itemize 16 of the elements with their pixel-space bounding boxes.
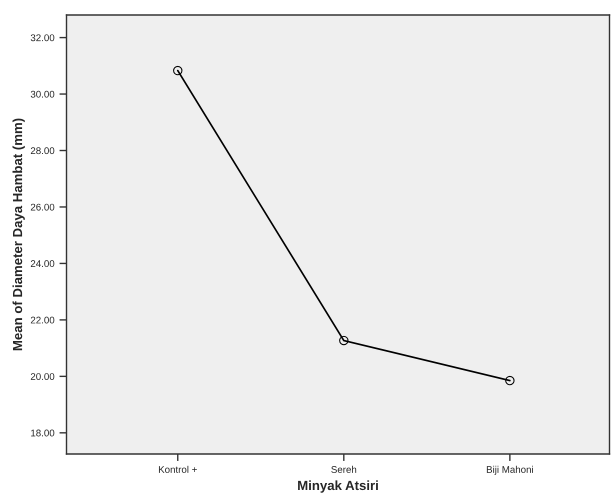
y-tick-label: 26.00 bbox=[30, 204, 54, 211]
point bbox=[505, 376, 515, 386]
y-tick-label: 24.00 bbox=[30, 260, 54, 268]
y-tick-label: 22.00 bbox=[30, 316, 54, 324]
x-tick-label: Sereh bbox=[331, 466, 356, 473]
x-tick-label: Biji Mahoni bbox=[486, 466, 533, 475]
y-tick-label: 32.00 bbox=[30, 34, 54, 42]
y-tick-label: 20.00 bbox=[30, 373, 54, 380]
point bbox=[173, 66, 182, 76]
x-axis-title: Minyak Atsiri bbox=[298, 480, 378, 493]
point bbox=[339, 336, 348, 346]
y-axis-title: Mean of Diameter Daya Hambat (mm) bbox=[12, 118, 25, 350]
y-tick-label: 30.00 bbox=[30, 90, 54, 98]
y-tick-label: 28.00 bbox=[30, 147, 54, 154]
x-tick-label: Kontrol + bbox=[158, 466, 197, 473]
y-tick-label: 18.00 bbox=[31, 430, 54, 436]
